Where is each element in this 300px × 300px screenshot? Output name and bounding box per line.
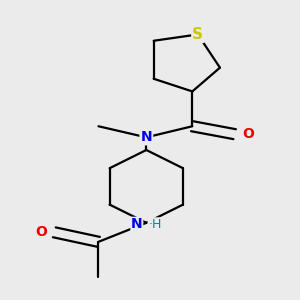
Text: O: O bbox=[35, 225, 47, 239]
Text: ·H: ·H bbox=[148, 218, 161, 231]
Text: N: N bbox=[131, 218, 142, 231]
Text: N: N bbox=[140, 130, 152, 144]
Text: S: S bbox=[192, 27, 203, 42]
Text: O: O bbox=[242, 127, 254, 141]
